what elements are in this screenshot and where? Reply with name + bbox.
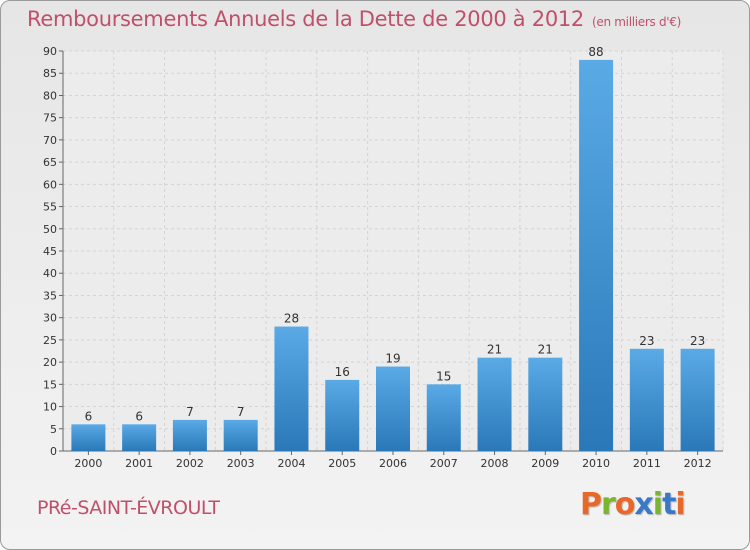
y-tick-label: 75: [43, 112, 57, 125]
data-label: 7: [186, 405, 194, 419]
data-label: 21: [538, 343, 553, 357]
y-tick-label: 45: [43, 245, 57, 258]
commune-name: PRé-SAINT-ÉVROULT: [37, 497, 220, 519]
data-label: 7: [237, 405, 245, 419]
bar-2005: [325, 379, 360, 451]
y-tick-label: 65: [43, 156, 57, 169]
data-label: 19: [385, 352, 400, 366]
data-label: 23: [639, 334, 654, 348]
x-tick-label: 2002: [176, 457, 204, 470]
x-tick-label: 2006: [379, 457, 407, 470]
x-tick-label: 2003: [227, 457, 255, 470]
bar-2012: [680, 348, 715, 451]
y-tick-label: 80: [43, 89, 57, 102]
x-tick-label: 2008: [481, 457, 509, 470]
x-tick-label: 2001: [125, 457, 153, 470]
y-tick-label: 40: [43, 267, 57, 280]
data-label: 16: [335, 365, 350, 379]
data-label: 23: [690, 334, 705, 348]
bar-2006: [376, 366, 410, 451]
x-tick-label: 2011: [633, 457, 661, 470]
bar-2010: [579, 59, 614, 452]
data-label: 6: [85, 409, 93, 423]
data-label: 88: [588, 45, 603, 59]
y-tick-label: 90: [43, 45, 57, 58]
y-tick-label: 60: [43, 178, 57, 191]
y-tick-label: 20: [43, 356, 57, 369]
bars: [71, 59, 715, 452]
logo-letter: o: [614, 487, 636, 522]
y-tick-label: 35: [43, 289, 57, 302]
bar-2007: [426, 384, 461, 451]
x-tick-label: 2012: [684, 457, 712, 470]
labels: 2000 6 2001 6 2002 7 2003 7 2004 28 2005 16 2006 19 20…: [74, 45, 711, 470]
chart-title: Remboursements Annuels de la Dette de 20…: [27, 7, 682, 31]
bar-2011: [629, 348, 664, 451]
y-tick-label: 55: [43, 201, 57, 214]
logo-letter: P: [580, 487, 602, 522]
x-tick-label: 2010: [582, 457, 610, 470]
x-tick-label: 2007: [430, 457, 458, 470]
y-tick-label: 0: [50, 445, 57, 458]
x-tick-label: 2004: [277, 457, 305, 470]
logo-letter: i: [675, 487, 685, 522]
bar-2000: [71, 424, 106, 451]
logo-letter: x: [634, 487, 653, 522]
y-tick-label: 30: [43, 312, 57, 325]
y-tick-label: 10: [43, 401, 57, 414]
bar-2009: [528, 357, 563, 451]
y-tick-label: 15: [43, 378, 57, 391]
y-tick-label: 85: [43, 67, 57, 80]
bar-2008: [477, 357, 512, 451]
y-tick-label: 70: [43, 134, 57, 147]
logo-letter: r: [601, 487, 616, 522]
bar-2001: [122, 424, 157, 451]
x-tick-label: 2000: [74, 457, 102, 470]
bar-2004: [274, 326, 309, 451]
data-label: 28: [284, 312, 299, 326]
logo-letter: i: [652, 487, 663, 522]
x-tick-label: 2005: [328, 457, 356, 470]
data-label: 6: [135, 409, 143, 423]
unit-label: (en milliers d'€): [592, 15, 682, 29]
logo-letter: t: [662, 487, 676, 522]
data-label: 15: [436, 369, 451, 383]
x-tick-label: 2009: [531, 457, 559, 470]
y-tick-label: 5: [50, 423, 57, 436]
bar-2002: [172, 419, 207, 451]
y-tick-label: 25: [43, 334, 57, 347]
y-tick-label: 50: [43, 223, 57, 236]
proxiti-logo: Proxiti: [580, 487, 686, 522]
bar-2003: [223, 419, 258, 451]
data-label: 21: [487, 343, 502, 357]
